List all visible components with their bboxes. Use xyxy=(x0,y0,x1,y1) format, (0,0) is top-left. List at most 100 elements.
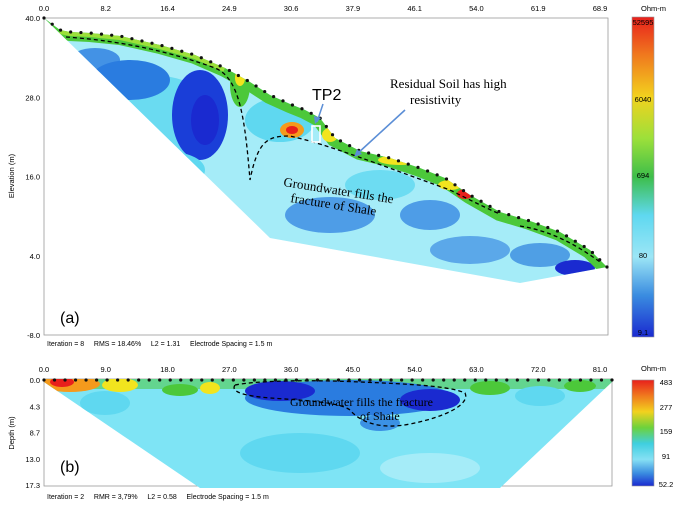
electrode-marker xyxy=(58,28,63,32)
electrode-marker xyxy=(435,173,439,177)
boundary-line-a2 xyxy=(519,225,601,263)
electrode-marker xyxy=(284,378,288,382)
electrode-marker xyxy=(605,265,609,269)
electrode-marker xyxy=(336,378,341,382)
a-colorbar-label: 694 xyxy=(637,171,650,180)
electrode-marker xyxy=(170,46,174,51)
plot-frame-a xyxy=(43,17,609,336)
top-ticks-b: 0.0 9.0 18.0 27.0 36.0 45.0 54.0 63.0 72.0 81.0 xyxy=(39,365,608,374)
electrode-marker xyxy=(387,156,391,160)
electrode-marker xyxy=(89,31,93,35)
y-b-tick-label: 0.0 xyxy=(30,376,40,385)
electrode-marker xyxy=(116,378,120,382)
electrode-marker xyxy=(150,41,154,45)
a-colorbar-label: 80 xyxy=(639,251,647,260)
electrode-marker xyxy=(338,139,343,143)
panel-label-a: (a) xyxy=(60,310,80,327)
electrode-marker xyxy=(473,378,477,382)
electrode-marker xyxy=(526,378,530,382)
electrode-marker xyxy=(410,378,414,382)
y-b-tick-label: 8.7 xyxy=(30,429,40,438)
electrode-marker xyxy=(367,151,371,155)
electrode-marker xyxy=(406,162,410,166)
electrode-marker xyxy=(416,165,420,169)
resistivity-section-a xyxy=(44,18,607,283)
top-a-tick-label: 46.1 xyxy=(407,4,422,13)
top-a-tick-label: 0.0 xyxy=(39,4,49,13)
electrode-marker xyxy=(300,107,304,111)
top-b-tick-label: 72.0 xyxy=(531,365,546,374)
tp2-marker xyxy=(311,125,321,143)
electrode-marker xyxy=(73,378,78,382)
y-ticks-a: 40.0 28.0 16.0 4.0 -8.0 xyxy=(25,14,40,340)
electrode-marker xyxy=(442,378,446,382)
electrode-marker xyxy=(452,378,456,382)
electrode-marker xyxy=(50,22,54,26)
colorbar-unit-a: Ohm-m xyxy=(641,4,666,13)
electrode-marker xyxy=(52,378,57,382)
electrode-marker xyxy=(377,153,381,157)
resistivity-section-b xyxy=(44,379,612,488)
y-axis-label-a: Elevation (m) xyxy=(7,153,16,198)
electrode-marker xyxy=(494,378,498,382)
footer-b: Iteration = 2 RMR = 3,79% L2 = 0.58 Elec… xyxy=(47,494,269,501)
groundwater-annotation-b-line2: of Shale xyxy=(360,409,400,423)
electrode-marker xyxy=(189,378,193,382)
electrode-marker xyxy=(368,378,372,382)
electrode-marker xyxy=(536,378,540,382)
electrode-marker xyxy=(69,30,73,34)
electrode-marker xyxy=(209,60,213,64)
tp2-label: TP2 xyxy=(312,87,341,104)
electrode-marker xyxy=(120,34,124,39)
electrode-marker xyxy=(130,37,134,41)
groundwater-annotation-b-line1: Groundwater fills the fracture xyxy=(290,395,433,409)
electrode-marker xyxy=(507,213,511,217)
electrode-marker xyxy=(221,378,225,382)
top-b-tick-label: 81.0 xyxy=(593,365,608,374)
y-a-tick-label: 16.0 xyxy=(25,173,40,182)
top-a-tick-label: 37.9 xyxy=(346,4,361,13)
b-colorbar-label: 159 xyxy=(660,427,673,436)
electrode-marker xyxy=(160,43,164,48)
electrode-marker xyxy=(479,199,483,203)
boundary-line-b xyxy=(233,380,467,427)
electrode-marker xyxy=(582,244,586,249)
electrode-marker xyxy=(42,16,46,20)
electrode-marker xyxy=(421,378,425,382)
electrode-marker xyxy=(263,89,267,94)
electrode-marker xyxy=(290,103,295,107)
y-b-tick-label: 13.0 xyxy=(25,455,40,464)
panel-a-figure: TP2 Residual Soil has high resistivity G… xyxy=(7,4,666,348)
electrode-marker xyxy=(547,378,551,382)
electrode-marker xyxy=(94,378,99,382)
top-ticks-a: 0.0 8.2 16.4 24.9 30.6 37.9 46.1 54.0 61.9 68.9 xyxy=(39,4,608,13)
top-b-tick-label: 9.0 xyxy=(101,365,111,374)
electrode-marker xyxy=(147,378,151,382)
electrode-marker xyxy=(444,177,449,181)
residual-annotation-line2: resistivity xyxy=(410,92,462,107)
panel-b: Groundwater fills the fracture of Shale … xyxy=(0,358,685,506)
y-a-tick-label: 40.0 xyxy=(25,14,40,23)
panel-a: TP2 Residual Soil has high resistivity G… xyxy=(7,4,666,348)
electrode-marker xyxy=(431,378,435,382)
electrode-marker xyxy=(324,124,328,129)
top-b-tick-label: 18.0 xyxy=(160,365,175,374)
b-colorbar-label: 52.2 xyxy=(659,480,674,489)
colorbar-b xyxy=(631,379,655,487)
electrode-marker xyxy=(252,378,256,382)
electrode-marker xyxy=(557,378,562,382)
residual-arrow-head xyxy=(354,149,362,157)
electrode-marker xyxy=(357,378,362,382)
electrode-marker xyxy=(305,378,309,382)
y-a-tick-label: 28.0 xyxy=(25,93,40,102)
electrode-marker xyxy=(84,378,88,382)
y-axis-label-b: Depth (m) xyxy=(7,416,16,450)
electrode-marker xyxy=(42,378,46,382)
electrode-marker xyxy=(200,378,204,382)
electrode-marker xyxy=(158,378,162,382)
boundary-line-a xyxy=(65,36,501,215)
electrode-marker xyxy=(568,378,572,382)
y-a-tick-label: 4.0 xyxy=(30,252,40,261)
electrode-marker xyxy=(526,218,531,223)
electrode-marker xyxy=(281,99,285,103)
